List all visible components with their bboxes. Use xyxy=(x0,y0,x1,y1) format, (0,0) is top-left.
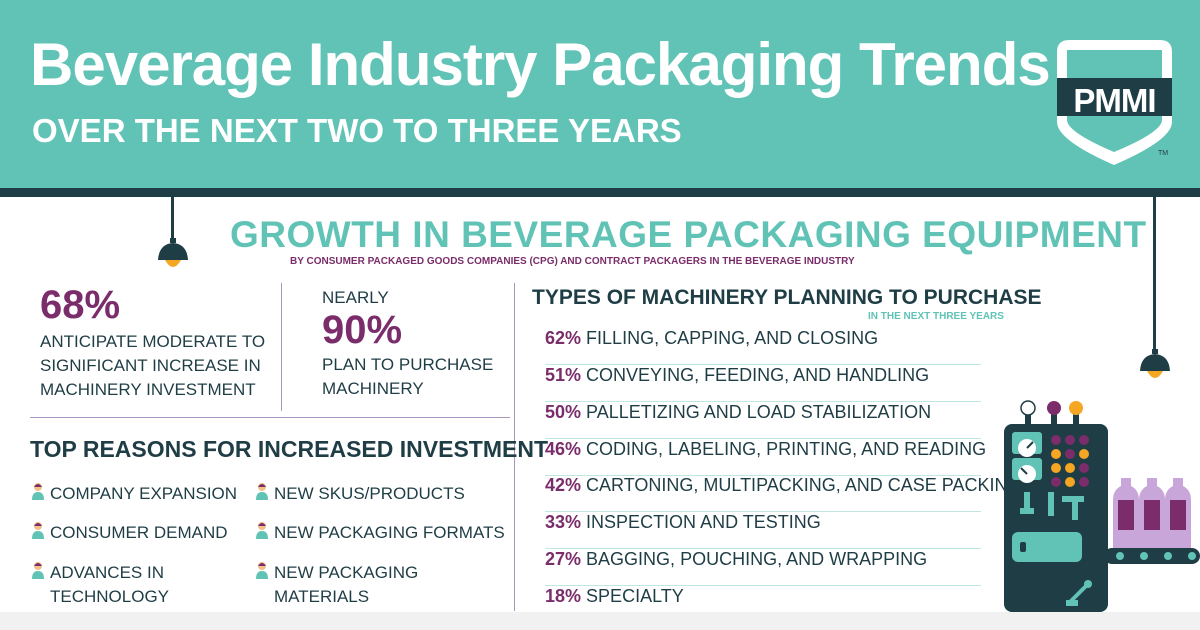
reason-item: NEW PACKAGING MATERIALS xyxy=(274,561,418,609)
stat-text-line: PLAN TO PURCHASE xyxy=(322,355,494,374)
footer-band xyxy=(0,612,1200,630)
row-divider xyxy=(545,511,981,512)
type-row: 42% CARTONING, MULTIPACKING, AND CASE PA… xyxy=(545,475,1021,512)
type-row: 62% FILLING, CAPPING, AND CLOSING xyxy=(545,328,981,365)
reason-text: TECHNOLOGY xyxy=(50,587,170,606)
stat-block-left: 68% ANTICIPATE MODERATE TO SIGNIFICANT I… xyxy=(40,283,265,402)
stat-value: 68% xyxy=(40,283,121,327)
reason-text: NEW SKUS/PRODUCTS xyxy=(274,484,465,503)
section-subtitle: BY CONSUMER PACKAGED GOODS COMPANIES (CP… xyxy=(290,256,855,267)
lamp-cord-right xyxy=(1153,197,1156,352)
person-icon xyxy=(32,562,44,579)
reason-text: COMPANY EXPANSION xyxy=(50,484,238,503)
reason-item: COMPANY EXPANSION xyxy=(50,482,237,506)
type-label: CARTONING, MULTIPACKING, AND CASE PACKIN… xyxy=(586,475,1022,495)
reason-text: NEW PACKAGING xyxy=(274,563,419,582)
page-subtitle: OVER THE NEXT TWO TO THREE YEARS xyxy=(32,112,682,149)
type-label: FILLING, CAPPING, AND CLOSING xyxy=(586,328,879,348)
stat-text-line: SIGNIFICANT INCREASE IN xyxy=(40,356,261,375)
type-label: SPECIALTY xyxy=(586,586,684,606)
reason-item: CONSUMER DEMAND xyxy=(50,521,228,545)
stat-value: 90% xyxy=(322,308,403,352)
type-percent: 46% xyxy=(545,439,582,459)
person-icon xyxy=(256,483,268,500)
logo-trademark: TM xyxy=(1158,150,1169,157)
stats-divider xyxy=(281,283,282,411)
type-row: 46% CODING, LABELING, PRINTING, AND READ… xyxy=(545,439,986,476)
logo-text: PMMI xyxy=(1073,82,1156,119)
stat-text-line: ANTICIPATE MODERATE TO xyxy=(40,332,266,351)
lamp-cord-left xyxy=(171,197,174,241)
type-percent: 51% xyxy=(545,365,582,385)
reason-item: NEW SKUS/PRODUCTS xyxy=(274,482,465,506)
pendant-lamp-icon xyxy=(158,238,188,267)
pmmi-logo-icon xyxy=(1057,40,1172,165)
row-divider xyxy=(545,548,981,549)
page-title: Beverage Industry Packaging Trends xyxy=(30,31,1051,98)
header-banner xyxy=(0,0,1200,188)
reason-text: NEW PACKAGING FORMATS xyxy=(274,523,505,542)
reason-text: CONSUMER DEMAND xyxy=(50,523,228,542)
type-percent: 27% xyxy=(545,549,582,569)
types-title: TYPES OF MACHINERY PLANNING TO PURCHASE xyxy=(532,286,1042,309)
stat-text-line: MACHINERY INVESTMENT xyxy=(40,380,256,399)
type-row: 50% PALLETIZING AND LOAD STABILIZATION xyxy=(545,402,981,439)
type-label: INSPECTION AND TESTING xyxy=(586,512,821,532)
type-percent: 50% xyxy=(545,402,582,422)
reason-item: NEW PACKAGING FORMATS xyxy=(274,521,505,545)
type-row: 51% CONVEYING, FEEDING, AND HANDLING xyxy=(545,365,981,402)
stat-block-right: NEARLY 90% PLAN TO PURCHASE MACHINERY xyxy=(322,286,493,401)
reasons-title: TOP REASONS FOR INCREASED INVESTMENT xyxy=(30,436,548,462)
type-label: CODING, LABELING, PRINTING, AND READING xyxy=(586,439,987,459)
row-divider xyxy=(545,364,981,365)
section-title: GROWTH IN BEVERAGE PACKAGING EQUIPMENT xyxy=(230,214,1147,255)
row-divider xyxy=(545,475,981,476)
column-divider xyxy=(514,283,515,611)
reason-text: ADVANCES IN xyxy=(50,563,164,582)
type-label: BAGGING, POUCHING, AND WRAPPING xyxy=(586,549,928,569)
row-divider xyxy=(545,585,981,586)
person-icon xyxy=(256,562,268,579)
type-percent: 62% xyxy=(545,328,582,348)
person-icon xyxy=(32,483,44,500)
header-border xyxy=(0,188,1200,197)
type-label: PALLETIZING AND LOAD STABILIZATION xyxy=(586,402,932,422)
reason-text: MATERIALS xyxy=(274,587,370,606)
person-icon xyxy=(32,522,44,539)
pendant-lamp-icon xyxy=(1140,349,1170,378)
row-divider xyxy=(545,438,981,439)
bottling-machine-illustration xyxy=(1004,400,1200,612)
stats-horizontal-divider xyxy=(30,417,510,418)
stat-prefix: NEARLY xyxy=(322,288,389,307)
type-percent: 33% xyxy=(545,512,582,532)
person-icon xyxy=(256,522,268,539)
stat-text-line: MACHINERY xyxy=(322,379,424,398)
reason-item: ADVANCES IN TECHNOLOGY xyxy=(50,561,169,609)
type-percent: 42% xyxy=(545,475,582,495)
type-label: CONVEYING, FEEDING, AND HANDLING xyxy=(586,365,930,385)
row-divider xyxy=(545,401,981,402)
type-row: 27% BAGGING, POUCHING, AND WRAPPING xyxy=(545,549,981,586)
type-row: 18% SPECIALTY xyxy=(545,586,981,623)
type-percent: 18% xyxy=(545,586,582,606)
type-row: 33% INSPECTION AND TESTING xyxy=(545,512,981,549)
types-subtitle: IN THE NEXT THREE YEARS xyxy=(868,311,1004,322)
